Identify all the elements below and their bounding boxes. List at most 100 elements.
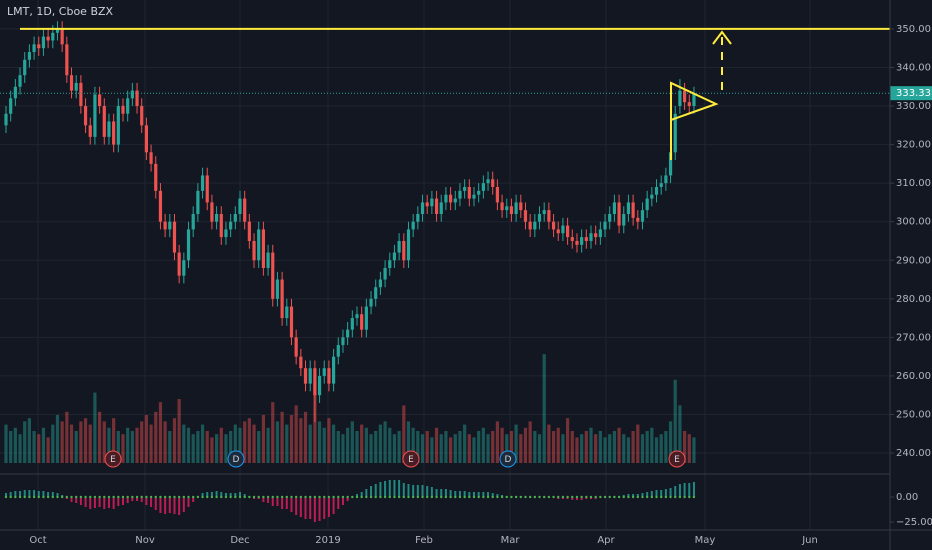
candle-body xyxy=(449,194,453,203)
volume-bar xyxy=(687,434,691,463)
oscillator-bar xyxy=(224,493,227,497)
volume-bar xyxy=(224,434,228,463)
volume-bar xyxy=(130,431,134,463)
oscillator-dot xyxy=(234,495,237,499)
y-tick-label: 260.00 xyxy=(896,371,931,382)
oscillator-dot xyxy=(510,495,513,499)
oscillator-bar xyxy=(243,494,246,497)
oscillator-layer xyxy=(4,480,696,522)
oscillator-dot xyxy=(669,495,672,499)
volume-bar xyxy=(317,421,322,463)
oscillator-bar xyxy=(346,497,349,501)
candle-body xyxy=(200,175,205,191)
candle-body xyxy=(683,90,687,103)
oscillator-dot xyxy=(571,495,574,499)
volume-bar xyxy=(416,431,420,463)
oscillator-bar xyxy=(374,484,377,497)
oscillator-dot xyxy=(313,495,317,499)
oscillator-bar xyxy=(47,492,50,497)
oscillator-bar xyxy=(164,497,167,514)
candle-body xyxy=(425,202,429,207)
oscillator-dot xyxy=(430,495,434,499)
candle-body xyxy=(294,337,298,357)
oscillator-bar xyxy=(131,497,134,501)
volume-bar xyxy=(126,427,130,463)
volume-bar xyxy=(477,431,481,463)
candle-body xyxy=(570,237,574,241)
candle-body xyxy=(659,183,663,187)
candle-body xyxy=(13,86,17,99)
volume-bar xyxy=(186,427,191,463)
volume-bar xyxy=(336,431,340,463)
oscillator-dot xyxy=(500,495,504,499)
volume-bar xyxy=(678,405,682,463)
oscillator-dot xyxy=(177,495,181,499)
candle-body xyxy=(83,106,88,126)
candle-body xyxy=(561,225,565,234)
oscillator-dot xyxy=(552,495,555,499)
volume-bar xyxy=(598,431,602,463)
candle-body xyxy=(210,202,214,222)
candle-body xyxy=(327,368,331,384)
volume-bar xyxy=(523,427,528,463)
oscillator-dot xyxy=(173,495,176,499)
candle-body xyxy=(360,314,364,330)
volume-bar xyxy=(528,421,532,463)
volume-bar xyxy=(154,411,158,463)
event-marker xyxy=(499,450,517,468)
oscillator-dot xyxy=(210,495,214,499)
volume-bar xyxy=(392,434,397,463)
volume-bar xyxy=(191,434,195,463)
candle-layer xyxy=(4,21,696,423)
candle-body xyxy=(463,186,467,191)
arrow-head xyxy=(712,30,732,45)
oscillator-dot xyxy=(266,495,270,499)
oscillator-dot xyxy=(561,495,565,499)
candle-body xyxy=(467,186,471,199)
oscillator-bar xyxy=(318,497,321,521)
oscillator-bar xyxy=(168,497,171,513)
y-tick-label: 280.00 xyxy=(896,294,931,305)
volume-bar xyxy=(626,437,631,463)
volume-bar xyxy=(425,431,429,463)
oscillator-dot xyxy=(84,495,87,499)
volume-bar xyxy=(491,431,495,463)
candle-body xyxy=(32,44,36,53)
oscillator-bar xyxy=(468,492,471,497)
oscillator-dot xyxy=(575,495,579,499)
volume-bar xyxy=(664,431,668,463)
candle-body xyxy=(640,210,645,222)
oscillator-bar xyxy=(379,482,382,497)
oscillator-dot xyxy=(355,495,359,499)
oscillator-dot xyxy=(477,495,480,499)
candle-body xyxy=(603,221,607,230)
volume-bar xyxy=(509,431,514,463)
candle-body xyxy=(27,52,31,60)
volume-bar xyxy=(37,434,41,463)
oscillator-bar xyxy=(356,494,358,497)
volume-bar xyxy=(219,427,223,463)
y-tick-label: 330.00 xyxy=(896,101,931,112)
volume-bar xyxy=(13,427,17,463)
volume-bar xyxy=(233,424,237,463)
oscillator-dot xyxy=(192,495,195,499)
oscillator-dot xyxy=(454,495,457,499)
oscillator-bar xyxy=(79,497,82,505)
oscillator-bar xyxy=(421,485,424,497)
volume-bar xyxy=(551,431,556,463)
oscillator-dot xyxy=(60,495,64,499)
oscillator-dot xyxy=(449,495,452,499)
oscillator-bar xyxy=(473,492,475,497)
oscillator-bar xyxy=(93,497,96,508)
candle-body xyxy=(51,32,55,41)
candle-body xyxy=(69,75,74,91)
volume-bar xyxy=(533,431,537,463)
volume-bar xyxy=(575,437,579,463)
candle-body xyxy=(355,314,359,319)
volume-bar xyxy=(350,421,354,463)
candle-body xyxy=(229,221,233,230)
oscillator-bar xyxy=(632,494,635,497)
oscillator-bar xyxy=(458,491,461,497)
volume-bar xyxy=(196,431,200,463)
oscillator-dot xyxy=(627,495,630,499)
